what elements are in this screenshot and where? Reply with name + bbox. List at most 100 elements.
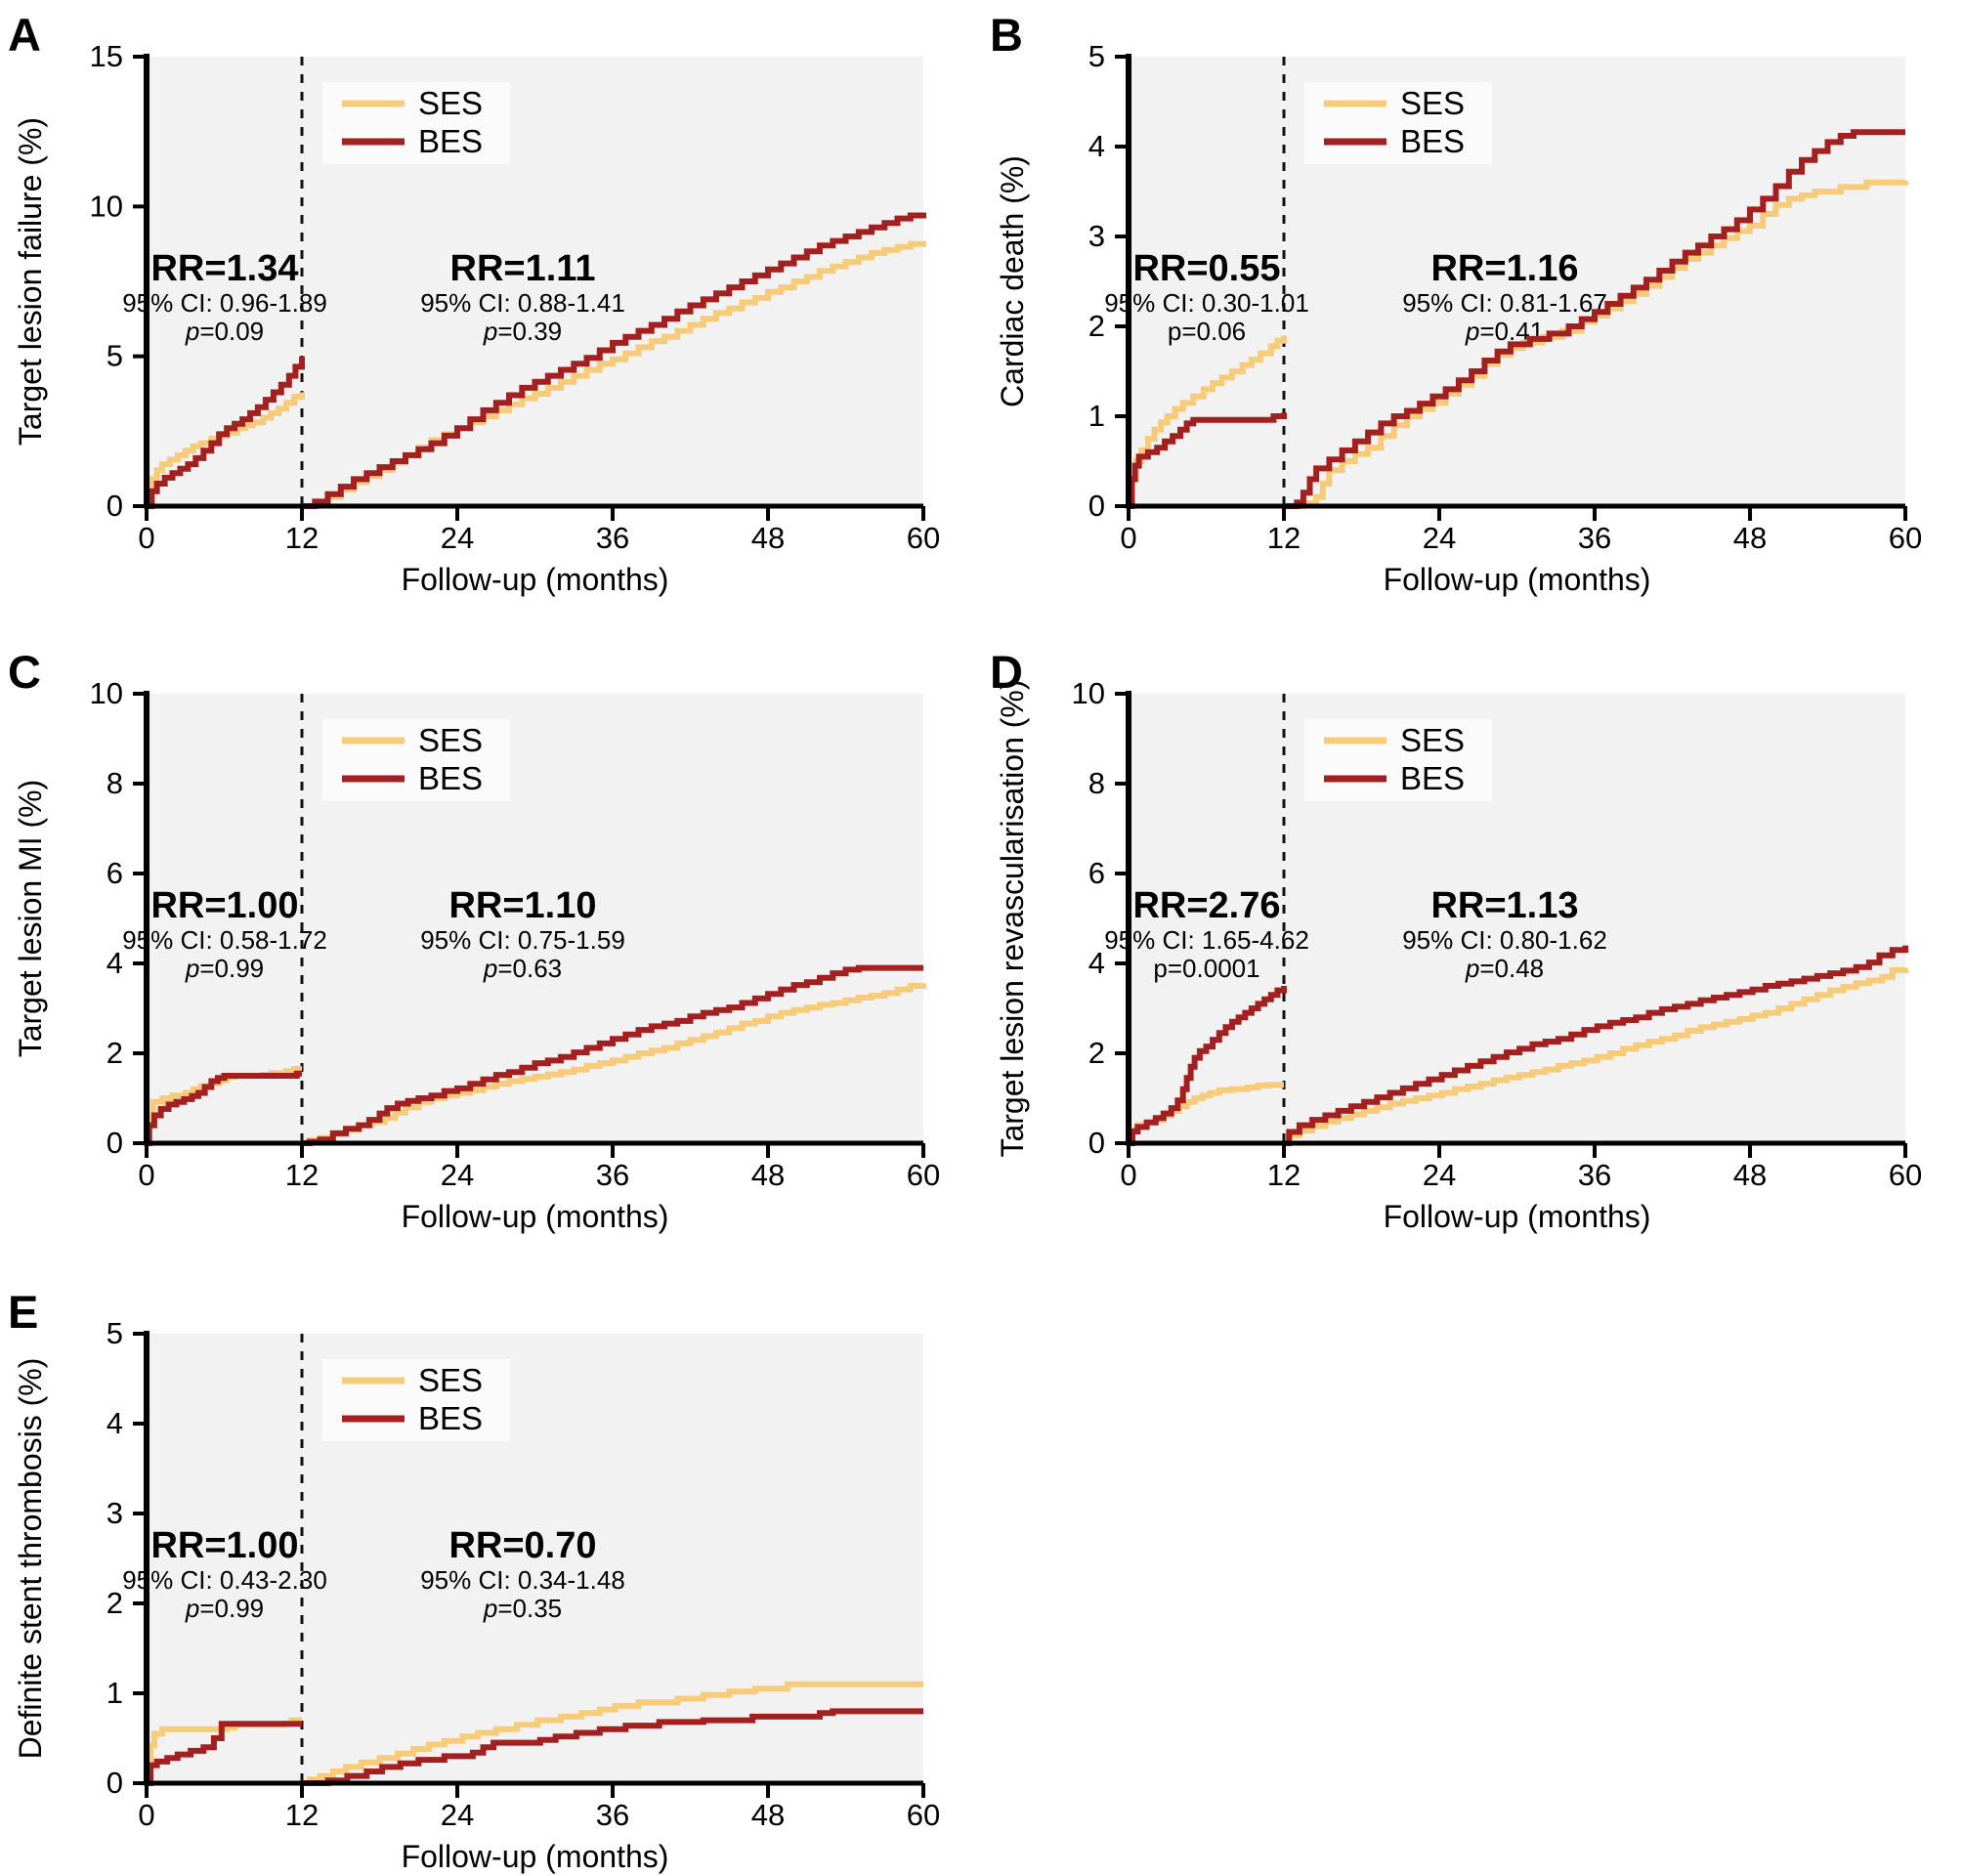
y-tick-label: 4	[107, 1406, 123, 1440]
annotation-ci: 95% CI: 0.81-1.67	[1402, 288, 1607, 318]
annotation-ci: 95% CI: 0.34-1.48	[420, 1565, 625, 1595]
legend	[322, 1359, 510, 1441]
y-tick-label: 10	[90, 676, 123, 710]
annotation-rr: RR=1.11	[450, 248, 596, 289]
y-tick-label: 4	[107, 946, 123, 980]
bes-curve-pre	[146, 1070, 302, 1146]
x-tick-label: 24	[1423, 1158, 1456, 1192]
annotation-rr: RR=0.70	[448, 1525, 596, 1566]
y-tick-label: 1	[107, 1676, 123, 1710]
legend-ses-label: SES	[418, 85, 483, 121]
panel-letter: B	[990, 9, 1023, 61]
y-tick-label: 2	[1088, 309, 1105, 343]
annotation-p: p=0.06	[1168, 317, 1246, 346]
annotation-p: p=0.41	[1465, 317, 1544, 346]
x-tick-label: 12	[1267, 1158, 1301, 1192]
y-axis-title: Target lesion failure (%)	[13, 117, 48, 446]
x-tick-label: 12	[285, 1158, 319, 1192]
annotation-p: p=0.35	[483, 1594, 562, 1623]
annotation-rr: RR=2.76	[1132, 885, 1280, 926]
annotation-ci: 95% CI: 0.43-2.30	[122, 1565, 327, 1595]
plot-background	[1129, 694, 1905, 1143]
y-tick-label: 6	[107, 856, 123, 890]
ses-curve-post	[1284, 966, 1908, 1146]
x-tick-label: 24	[441, 1158, 474, 1192]
annotation-rr: RR=1.13	[1430, 885, 1578, 926]
annotation-rr: RR=1.16	[1430, 248, 1578, 289]
bes-curve-post	[302, 1708, 923, 1786]
legend-ses-label: SES	[418, 1362, 483, 1398]
panel-letter: A	[8, 9, 41, 61]
x-tick-label: 60	[907, 1798, 940, 1832]
annotation-ci: 95% CI: 1.65-4.62	[1104, 925, 1309, 955]
x-tick-label: 48	[751, 1798, 785, 1832]
x-tick-label: 0	[1120, 521, 1136, 555]
annotation-rr: RR=0.55	[1132, 248, 1280, 289]
y-tick-label: 8	[107, 766, 123, 800]
x-tick-label: 60	[1889, 1158, 1922, 1192]
x-axis-title: Follow-up (months)	[1384, 562, 1651, 597]
ses-curve-post	[1284, 179, 1908, 509]
bes-curve-pre	[147, 1721, 302, 1786]
y-tick-label: 0	[1088, 1126, 1105, 1160]
x-tick-label: 24	[441, 521, 474, 555]
y-tick-label: 1	[1088, 399, 1105, 433]
legend-bes-label: BES	[418, 1400, 483, 1436]
legend-ses-label: SES	[418, 722, 483, 758]
panel-c: C SES BES RR=1.00 95% CI: 0.58-1.72 p=0.99 RR=…	[0, 616, 982, 1256]
panel-letter: E	[8, 1286, 38, 1338]
legend	[322, 82, 510, 164]
legend-ses-label: SES	[1400, 722, 1465, 758]
x-tick-label: 60	[907, 521, 940, 555]
x-axis-title: Follow-up (months)	[402, 1839, 669, 1874]
panel-empty	[982, 1256, 1963, 1876]
x-tick-label: 36	[596, 1158, 629, 1192]
legend-ses-label: SES	[1400, 85, 1465, 121]
y-tick-label: 2	[1088, 1036, 1105, 1070]
y-tick-label: 10	[1072, 676, 1105, 710]
annotation-rr: RR=1.00	[150, 885, 298, 926]
panel-letter: D	[990, 646, 1023, 698]
y-tick-label: 2	[107, 1586, 123, 1620]
ses-curve-post	[302, 983, 926, 1146]
y-tick-label: 5	[107, 339, 123, 373]
legend	[322, 719, 510, 801]
annotation-p: p=0.39	[483, 317, 562, 346]
bes-curve-pre	[147, 356, 305, 509]
annotation-p: p=0.99	[185, 954, 264, 983]
legend-bes-label: BES	[1400, 760, 1465, 796]
x-tick-label: 60	[1889, 521, 1922, 555]
x-axis-title: Follow-up (months)	[1384, 1199, 1651, 1234]
y-tick-label: 0	[1088, 489, 1105, 523]
panel-b: B SES BES RR=0.55 95% CI: 0.30-1.01 p=0.06 RR=…	[982, 0, 1963, 616]
y-tick-label: 5	[1088, 39, 1105, 73]
bes-curve-post	[302, 964, 923, 1146]
panel-a: A SES BES RR=1.34 95% CI: 0.96-1.89 p=0.09 RR=…	[0, 0, 982, 616]
x-tick-label: 0	[138, 521, 154, 555]
x-axis-title: Follow-up (months)	[402, 562, 669, 597]
panel-d: D SES BES RR=2.76 95% CI: 1.65-4.62 p=0.0001 R…	[982, 616, 1963, 1256]
panel-letter: C	[8, 646, 41, 698]
x-tick-label: 36	[1578, 1158, 1611, 1192]
y-axis-title: Cardiac death (%)	[995, 155, 1030, 407]
x-tick-label: 60	[907, 1158, 940, 1192]
bes-curve-post	[1284, 129, 1905, 509]
y-tick-label: 15	[90, 39, 123, 73]
x-tick-label: 24	[441, 1798, 474, 1832]
x-tick-label: 24	[1423, 521, 1456, 555]
annotation-p: p=0.09	[185, 317, 264, 346]
y-tick-label: 2	[107, 1036, 123, 1070]
bes-curve-post	[302, 212, 926, 509]
panel-e: E SES BES RR=1.00 95% CI: 0.43-2.30 p=0.99 RR=…	[0, 1256, 982, 1876]
